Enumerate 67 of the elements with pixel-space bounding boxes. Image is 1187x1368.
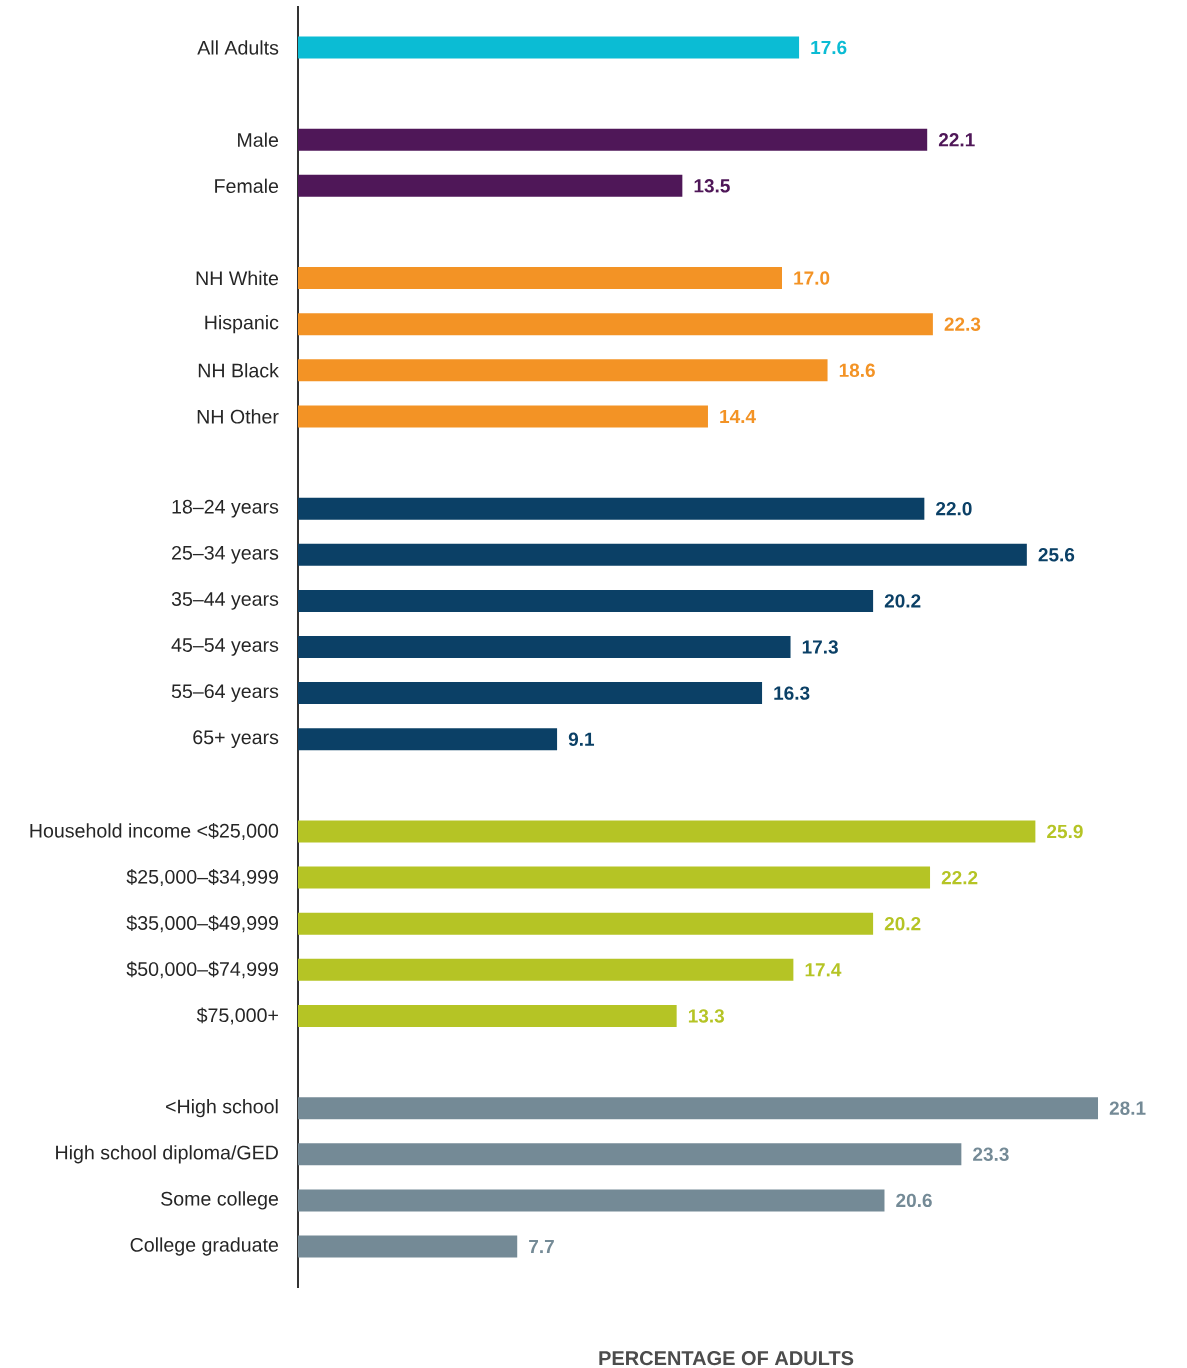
y-tick-label: Household income <$25,000 bbox=[30, 822, 279, 840]
bar bbox=[298, 682, 763, 705]
bar bbox=[298, 958, 794, 981]
bar bbox=[298, 174, 683, 197]
data-label: 28.1 bbox=[1109, 1101, 1146, 1115]
y-tick-label: NH Black bbox=[198, 363, 279, 378]
y-tick-label: NH White bbox=[196, 270, 279, 286]
bar bbox=[298, 1235, 518, 1258]
data-label: 22.3 bbox=[944, 317, 981, 331]
y-tick-label: Male bbox=[238, 132, 279, 147]
data-label: 13.5 bbox=[694, 179, 730, 193]
data-label: 17.6 bbox=[811, 40, 847, 55]
data-label: 16.3 bbox=[774, 686, 810, 700]
bar bbox=[298, 497, 925, 520]
bar bbox=[298, 1097, 1099, 1120]
x-axis-title: PERCENTAGE OF ADULTS bbox=[599, 1351, 854, 1366]
data-label: 17.0 bbox=[794, 271, 830, 285]
data-label: 22.1 bbox=[938, 133, 975, 147]
data-label: 13.3 bbox=[688, 1009, 725, 1023]
data-label: 25.6 bbox=[1038, 548, 1075, 562]
bar bbox=[298, 636, 791, 658]
y-tick-label: Female bbox=[215, 178, 279, 194]
y-tick-label: 45–54 years bbox=[171, 638, 279, 656]
bar bbox=[298, 1189, 885, 1212]
data-label: 14.4 bbox=[720, 409, 756, 423]
y-tick-label: 18–24 years bbox=[172, 499, 279, 518]
y-tick-label: 35–44 years bbox=[171, 592, 279, 610]
data-label: 20.2 bbox=[884, 594, 921, 608]
data-label: 22.0 bbox=[936, 501, 972, 516]
y-tick-label: Some college bbox=[161, 1191, 279, 1210]
bar bbox=[298, 405, 708, 428]
bar bbox=[298, 267, 782, 290]
y-tick-label: $50,000–$74,999 bbox=[126, 961, 278, 979]
y-tick-label: NH Other bbox=[197, 409, 279, 424]
bar bbox=[298, 36, 800, 59]
bar bbox=[298, 543, 1027, 566]
y-tick-label: 25–34 years bbox=[172, 545, 279, 564]
y-tick-label: All Adults bbox=[197, 40, 279, 55]
y-tick-label: 55–64 years bbox=[171, 684, 279, 703]
data-label: 7.7 bbox=[529, 1239, 554, 1254]
data-label: 25.9 bbox=[1047, 824, 1083, 839]
y-tick-label: High school diploma/GED bbox=[56, 1145, 278, 1164]
bar bbox=[298, 866, 931, 889]
data-label: 17.4 bbox=[805, 963, 842, 977]
data-label: 20.2 bbox=[884, 916, 921, 931]
bar bbox=[298, 728, 558, 751]
bar bbox=[298, 1004, 677, 1027]
y-tick-label: $75,000+ bbox=[196, 1007, 278, 1025]
bar bbox=[298, 1143, 962, 1166]
bar bbox=[298, 820, 1036, 843]
data-label: 9.1 bbox=[568, 732, 595, 746]
bar bbox=[298, 912, 874, 935]
bar bbox=[298, 589, 874, 612]
y-tick-label: $35,000–$49,999 bbox=[126, 915, 278, 933]
y-tick-label: 65+ years bbox=[193, 730, 279, 749]
data-label: 17.3 bbox=[802, 640, 838, 654]
data-label: 23.3 bbox=[973, 1147, 1009, 1162]
y-tick-label: College graduate bbox=[130, 1237, 279, 1256]
bar bbox=[298, 313, 933, 336]
bar bbox=[298, 359, 828, 382]
data-label: 22.2 bbox=[941, 870, 978, 885]
y-tick-label: $25,000–$34,999 bbox=[126, 869, 278, 887]
data-label: 18.6 bbox=[839, 363, 875, 378]
bar bbox=[298, 128, 928, 151]
y-tick-label: <High school bbox=[166, 1099, 278, 1118]
y-tick-label: Hispanic bbox=[205, 315, 279, 334]
data-label: 20.6 bbox=[896, 1193, 932, 1208]
